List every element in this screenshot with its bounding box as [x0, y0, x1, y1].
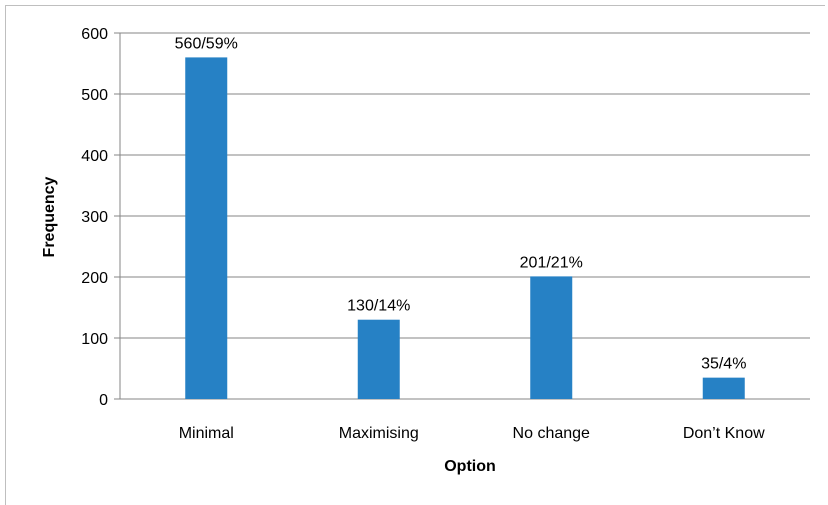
data-label: 130/14% [347, 298, 410, 315]
y-tick-label: 300 [81, 209, 108, 226]
x-axis-ticks: Minimal Maximising No change Don’t Know [179, 425, 765, 442]
y-axis-title: Frequency [41, 176, 58, 257]
data-label: 35/4% [701, 356, 746, 373]
y-tick-label: 600 [81, 26, 108, 43]
data-label: 560/59% [175, 35, 238, 52]
bar [185, 57, 228, 400]
x-axis-title: Option [444, 458, 496, 475]
y-tick-label: 200 [81, 270, 108, 287]
chart-frame [5, 5, 825, 505]
x-tick-label: Maximising [339, 425, 419, 442]
bar [530, 276, 573, 399]
x-tick-label: Minimal [179, 425, 234, 442]
bar [702, 377, 745, 399]
bars [185, 57, 745, 400]
x-tick-label: Don’t Know [683, 425, 765, 442]
data-labels: 560/59% 130/14% 201/21% 35/4% [175, 35, 747, 372]
y-tick-label: 100 [81, 331, 108, 348]
bar [357, 319, 400, 399]
y-tick-label: 0 [99, 392, 108, 409]
x-tick-label: No change [513, 425, 590, 442]
y-axis-ticks: 0 100 200 300 400 500 600 [81, 26, 108, 409]
gridlines [114, 32, 810, 400]
data-label: 201/21% [520, 254, 583, 271]
y-tick-label: 400 [81, 148, 108, 165]
y-tick-label: 500 [81, 87, 108, 104]
